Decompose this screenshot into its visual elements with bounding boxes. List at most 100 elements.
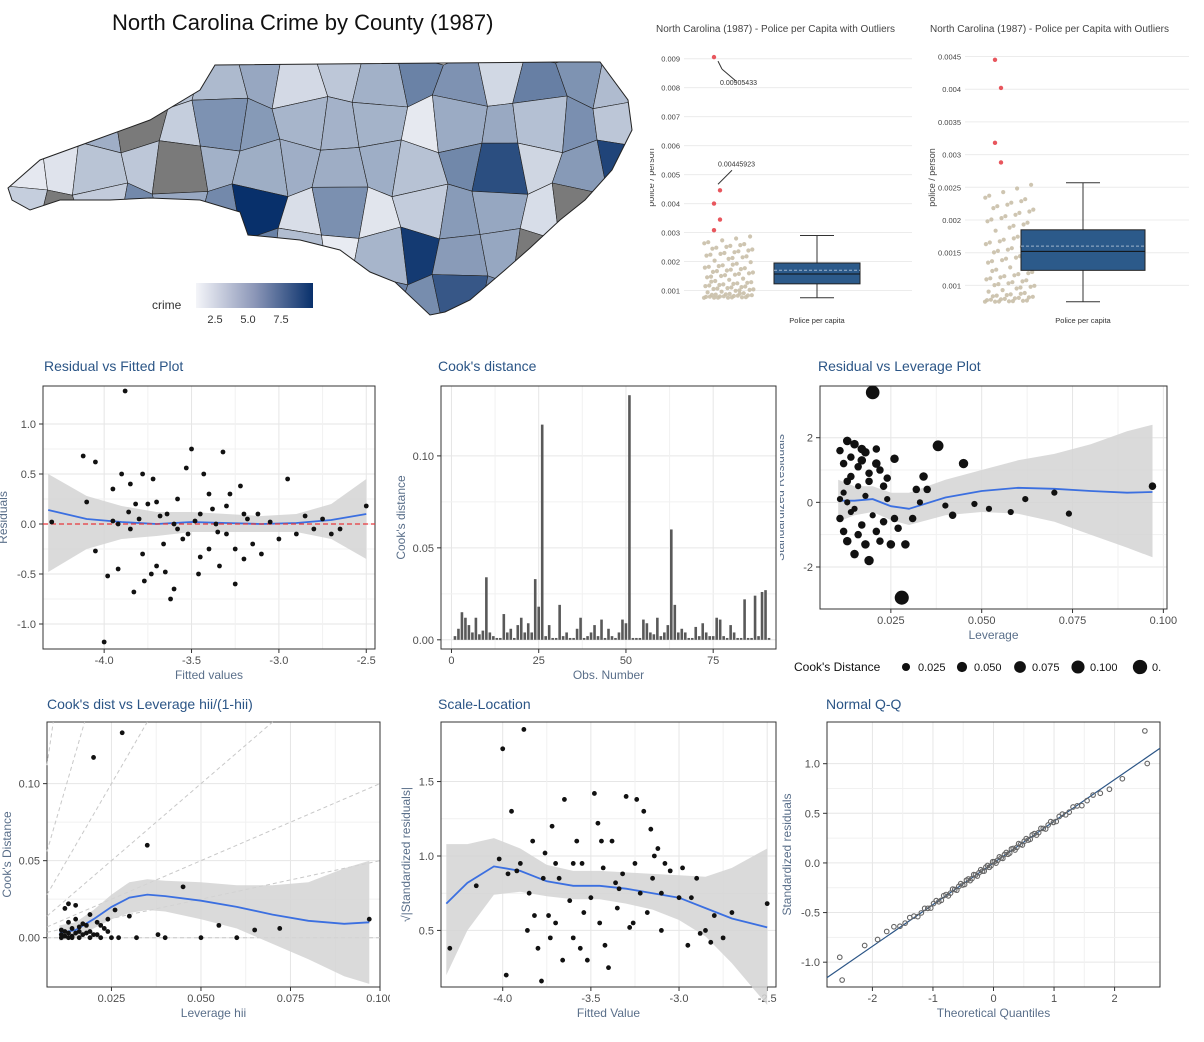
data-point xyxy=(217,563,222,569)
outlier-point xyxy=(711,201,717,206)
legend-label: 0. xyxy=(1152,662,1161,674)
data-point xyxy=(93,459,98,465)
data-point xyxy=(192,518,198,524)
county-cells xyxy=(8,62,632,315)
data-point xyxy=(713,278,718,284)
data-point xyxy=(932,440,944,452)
data-point xyxy=(741,276,746,281)
county xyxy=(559,229,602,281)
data-point xyxy=(861,540,870,549)
county xyxy=(78,62,122,105)
data-point xyxy=(496,856,502,862)
x-tick-label: 2 xyxy=(1112,993,1118,1005)
data-point xyxy=(719,289,724,294)
data-point xyxy=(250,541,256,547)
data-point xyxy=(1007,508,1014,516)
y-tick-label: 0.00 xyxy=(19,933,40,945)
data-point xyxy=(1025,220,1030,225)
y-tick-label: 0 xyxy=(807,497,813,509)
data-point xyxy=(942,502,949,509)
bar xyxy=(474,617,478,640)
data-point xyxy=(734,261,739,266)
x-axis-label: Fitted values xyxy=(175,668,243,682)
data-point xyxy=(731,281,736,286)
data-point xyxy=(595,820,601,826)
bar xyxy=(453,636,457,640)
data-point xyxy=(857,444,867,454)
data-point xyxy=(1050,819,1057,826)
annotation-arrow xyxy=(717,169,733,185)
data-point xyxy=(995,248,1000,253)
data-point xyxy=(110,486,116,492)
gridlines xyxy=(441,386,776,649)
data-point xyxy=(872,527,881,536)
data-point xyxy=(1015,234,1020,239)
data-point xyxy=(742,242,747,247)
cooks-size-legend: Cook's Distance xyxy=(794,660,880,674)
data-point xyxy=(1084,797,1090,804)
data-point xyxy=(717,294,722,299)
data-point xyxy=(723,292,728,297)
county xyxy=(8,235,37,276)
county xyxy=(8,143,48,191)
data-point xyxy=(241,511,247,517)
bar xyxy=(757,636,760,640)
x-tick-label: -4.0 xyxy=(95,655,114,667)
box1-title: North Carolina (1987) - Police per Capit… xyxy=(656,24,895,35)
data-point xyxy=(524,928,530,933)
data-point xyxy=(148,571,154,577)
x-tick-label: 50 xyxy=(620,655,632,667)
plot-border xyxy=(46,721,381,988)
data-point xyxy=(1051,489,1058,496)
data-point xyxy=(337,526,343,532)
bar xyxy=(722,636,725,640)
data-point xyxy=(708,939,714,945)
data-point xyxy=(66,919,71,925)
data-point xyxy=(855,483,862,490)
annotation-arrow xyxy=(721,68,737,82)
x-tick-label: 0.050 xyxy=(968,615,996,627)
outlier-point xyxy=(717,217,723,222)
data-point xyxy=(706,240,711,245)
data-point xyxy=(710,269,716,274)
data-point xyxy=(91,932,96,938)
data-point xyxy=(908,514,917,523)
y-axis-label: Standardized Residuals xyxy=(780,434,787,561)
data-point xyxy=(865,385,880,400)
data-point xyxy=(1029,182,1034,187)
data-point xyxy=(66,935,71,941)
bar xyxy=(631,637,635,640)
plot-border xyxy=(42,385,376,650)
y-tick-label: 0.004 xyxy=(942,85,961,94)
data-point xyxy=(722,273,728,278)
data-point xyxy=(198,935,204,941)
county xyxy=(311,186,369,239)
y-axis-label: Standardized residuals xyxy=(780,793,794,915)
data-point xyxy=(1004,293,1009,298)
y-axis-label: Cook's Distance xyxy=(0,811,14,898)
y-tick-label: 0.0 xyxy=(805,858,820,870)
county xyxy=(151,140,209,195)
data-point xyxy=(1019,199,1024,204)
data-point xyxy=(73,930,79,936)
data-point xyxy=(997,239,1002,244)
data-point xyxy=(1013,255,1019,260)
data-point xyxy=(711,286,716,292)
bar xyxy=(743,599,746,640)
bar xyxy=(512,637,516,640)
data-point xyxy=(883,928,890,935)
data-point xyxy=(614,905,620,911)
data-point xyxy=(851,505,858,512)
data-point xyxy=(80,453,86,459)
data-point xyxy=(620,871,626,877)
confidence-band xyxy=(59,860,370,984)
data-point xyxy=(267,519,273,525)
data-point xyxy=(988,276,993,281)
data-point xyxy=(66,930,71,936)
data-point xyxy=(714,245,719,250)
data-point xyxy=(76,935,82,941)
data-point xyxy=(992,283,997,288)
bar xyxy=(624,623,628,640)
data-point xyxy=(750,247,755,252)
x-tick-label: 0.100 xyxy=(366,993,390,1005)
